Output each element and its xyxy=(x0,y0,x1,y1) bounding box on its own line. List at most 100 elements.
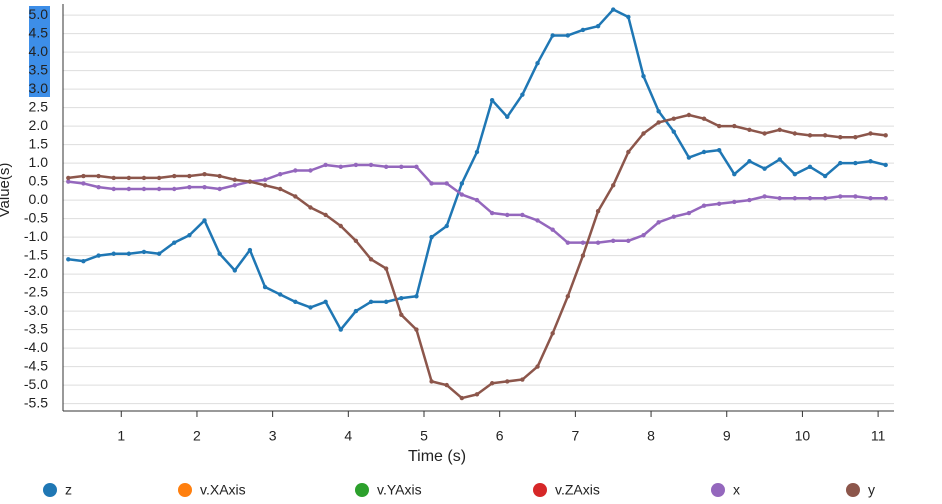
y-tick-label: -1.5 xyxy=(24,246,48,262)
data-point xyxy=(474,392,480,397)
data-point xyxy=(883,162,888,168)
data-point xyxy=(96,253,101,258)
data-point xyxy=(308,205,313,210)
data-point xyxy=(414,294,419,299)
data-point xyxy=(232,177,238,182)
data-point xyxy=(414,327,419,332)
data-point xyxy=(368,257,374,262)
data-point xyxy=(550,33,555,38)
data-point xyxy=(81,258,86,264)
data-point xyxy=(353,238,359,243)
y-tick-label: -3.5 xyxy=(24,320,48,336)
data-point xyxy=(338,327,343,332)
data-point xyxy=(747,197,752,203)
legend-marker xyxy=(711,483,725,497)
data-point xyxy=(444,382,449,388)
x-axis-label: Time (s) xyxy=(408,448,466,465)
data-point xyxy=(747,159,752,164)
data-point xyxy=(701,149,707,155)
legend-label: v.YAxis xyxy=(377,482,422,498)
data-point xyxy=(550,331,555,336)
data-point xyxy=(535,218,540,223)
data-point xyxy=(838,135,843,140)
legend-label: y xyxy=(868,482,875,498)
data-point xyxy=(81,181,86,186)
data-point xyxy=(383,164,389,169)
selection-highlight xyxy=(29,6,50,97)
data-point xyxy=(293,299,298,305)
data-point xyxy=(141,175,147,181)
data-point xyxy=(172,173,177,179)
data-point xyxy=(520,92,525,97)
y-tick-label: -2.0 xyxy=(24,265,48,281)
data-point xyxy=(187,173,192,179)
data-point xyxy=(626,149,631,155)
y-tick-label: 1.5 xyxy=(29,135,49,151)
data-point xyxy=(656,220,661,225)
y-tick-label: 3.5 xyxy=(29,61,49,77)
data-point xyxy=(656,120,661,125)
data-point xyxy=(656,109,661,114)
data-point xyxy=(126,175,132,181)
data-point xyxy=(807,196,813,201)
y-tick-label: -4.0 xyxy=(24,339,48,355)
data-point xyxy=(323,212,328,218)
x-tick-label: 4 xyxy=(344,428,352,444)
y-tick-label: -2.5 xyxy=(24,283,48,299)
data-point xyxy=(641,233,646,238)
data-point xyxy=(126,251,132,256)
data-point xyxy=(550,227,555,232)
data-point xyxy=(66,175,71,181)
y-tick-label: -0.5 xyxy=(24,209,48,225)
data-point xyxy=(474,149,480,155)
data-point xyxy=(429,181,434,186)
data-point xyxy=(611,238,616,243)
x-tick-label: 7 xyxy=(571,428,579,444)
data-point xyxy=(853,194,858,199)
data-point xyxy=(868,131,873,136)
x-tick-label: 6 xyxy=(496,428,504,444)
data-point xyxy=(353,308,359,314)
data-point xyxy=(262,183,268,188)
data-point xyxy=(580,253,586,258)
data-point xyxy=(293,168,298,173)
data-point xyxy=(414,164,419,169)
data-point xyxy=(807,164,813,169)
data-point xyxy=(96,184,101,190)
x-tick-label: 9 xyxy=(723,428,731,444)
data-point xyxy=(66,179,71,184)
data-point xyxy=(111,186,116,192)
data-point xyxy=(81,173,86,179)
data-point xyxy=(187,184,192,190)
legend-label: v.XAxis xyxy=(200,482,246,498)
y-tick-label: -3.0 xyxy=(24,302,48,318)
data-point xyxy=(96,173,101,179)
data-point xyxy=(686,155,692,160)
data-point xyxy=(701,203,707,208)
data-point xyxy=(520,212,525,218)
data-point xyxy=(111,175,116,181)
data-point xyxy=(489,98,495,103)
data-point xyxy=(308,168,313,173)
data-point xyxy=(732,123,737,129)
data-point xyxy=(172,186,177,192)
data-point xyxy=(732,172,737,177)
y-tick-label: 3.0 xyxy=(29,80,49,96)
data-point xyxy=(792,131,798,136)
legend-marker xyxy=(43,483,57,497)
data-point xyxy=(353,162,359,168)
data-point xyxy=(172,240,177,245)
data-point xyxy=(565,33,571,38)
y-tick-label: -1.0 xyxy=(24,228,48,244)
data-point xyxy=(217,173,222,179)
x-tick-label: 5 xyxy=(420,428,428,444)
data-point xyxy=(444,181,449,186)
data-point xyxy=(595,209,601,214)
data-point xyxy=(429,379,434,384)
data-point xyxy=(232,268,238,273)
data-point xyxy=(262,284,268,290)
data-point xyxy=(520,377,525,382)
y-tick-label: 5.0 xyxy=(29,6,49,22)
data-point xyxy=(565,240,571,245)
data-point xyxy=(278,172,283,177)
